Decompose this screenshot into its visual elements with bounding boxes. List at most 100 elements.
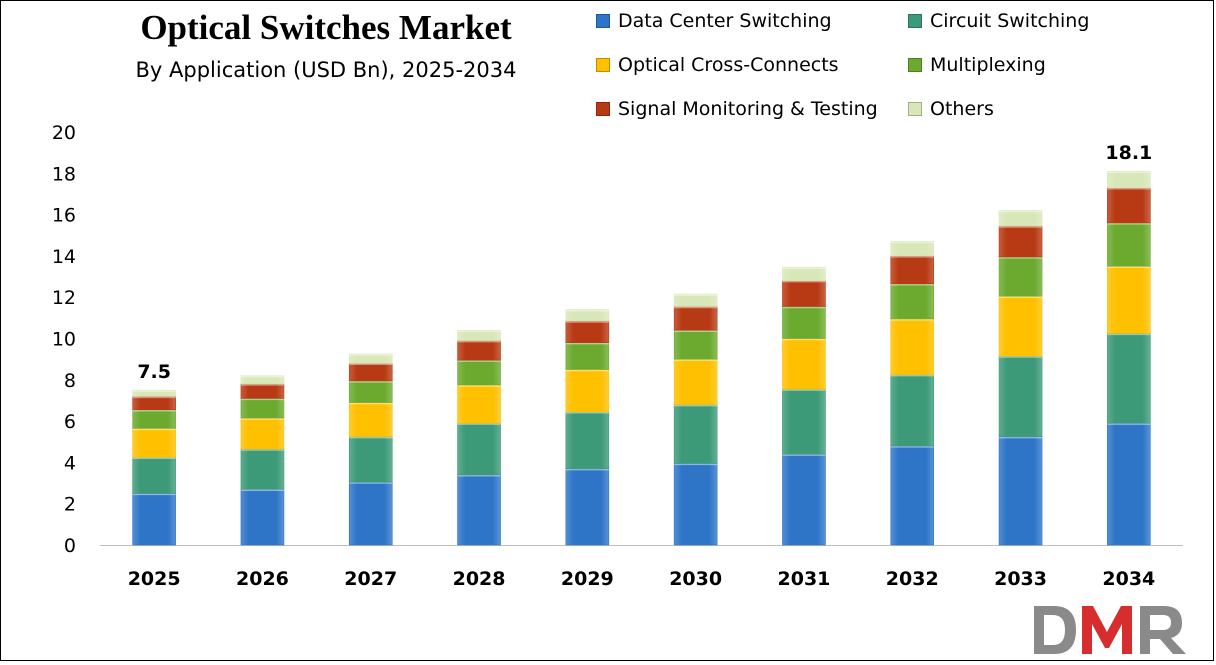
bar-segment (1107, 265, 1151, 334)
bar-segment (1107, 187, 1151, 224)
y-tick-label: 14 (52, 246, 76, 268)
x-tick-label: 2033 (994, 568, 1047, 590)
bar-segment (782, 338, 826, 390)
y-tick-label: 20 (52, 122, 76, 144)
bar-segment (673, 306, 718, 331)
bar-segment (348, 353, 393, 364)
y-tick-label: 4 (64, 452, 76, 474)
legend-swatch (908, 14, 922, 28)
y-tick-label: 6 (64, 411, 76, 433)
bar-segment (782, 388, 826, 455)
bar-segment (890, 374, 935, 447)
bar-segment (565, 309, 610, 322)
bar-segment (348, 362, 393, 382)
bar-segment (673, 358, 718, 405)
bar-segment (348, 380, 393, 403)
data-label-total: 18.1 (1105, 142, 1152, 164)
legend-item: Others (908, 98, 994, 120)
bar-segment (457, 340, 501, 361)
bar-segment (565, 411, 610, 469)
x-tick-label: 2031 (778, 568, 831, 590)
bar-segment (132, 493, 176, 546)
bar-segment (890, 255, 935, 285)
y-tick-label: 0 (64, 535, 76, 557)
bar-segment (457, 422, 501, 476)
legend-item: Signal Monitoring & Testing (596, 98, 878, 120)
data-label-total: 7.5 (137, 361, 171, 383)
x-tick-label: 2027 (344, 568, 397, 590)
bar-segment (565, 320, 610, 343)
legend-swatch (908, 102, 922, 116)
bar-segment (1107, 333, 1151, 424)
y-tick-label: 12 (52, 287, 76, 309)
y-tick-label: 16 (52, 205, 76, 227)
bar-segment (240, 375, 285, 385)
bar-segment (998, 436, 1043, 546)
legend-swatch (596, 58, 610, 72)
legend-item: Circuit Switching (908, 10, 1089, 32)
legend-label: Optical Cross-Connects (618, 54, 839, 76)
bar-segment (348, 481, 393, 546)
y-tick-label: 2 (64, 494, 76, 516)
bar-segment (457, 359, 501, 386)
legend-swatch (596, 14, 610, 28)
legend-item: Multiplexing (908, 54, 1046, 76)
bar-segment (132, 456, 176, 494)
y-tick-label: 8 (64, 370, 76, 392)
bar-segment (782, 306, 826, 339)
bar-segment (240, 448, 285, 490)
x-tick-label: 2025 (128, 568, 181, 590)
bar-segment (782, 280, 826, 307)
bar-segment (240, 383, 285, 399)
bar-segment (1107, 422, 1151, 546)
x-tick-label: 2032 (886, 568, 939, 590)
bar-segment (348, 436, 393, 483)
legend-label: Circuit Switching (930, 10, 1090, 32)
legend-item: Optical Cross-Connects (596, 54, 839, 76)
legend-swatch (596, 102, 610, 116)
chart-title: Optical Switches Market (140, 8, 512, 47)
bar-segment (998, 355, 1043, 437)
legend-label: Multiplexing (930, 54, 1046, 76)
bar-segment (890, 445, 935, 546)
legend-label: Others (930, 98, 994, 120)
bar-segment (890, 318, 935, 375)
chart-subtitle: By Application (USD Bn), 2025-2034 (135, 58, 517, 82)
legend-label: Data Center Switching (618, 10, 832, 32)
bar-segment (132, 396, 176, 411)
bar-segment (565, 342, 610, 370)
bar-segment (998, 256, 1043, 297)
bar-segment (457, 474, 501, 546)
bar-segment (890, 241, 935, 257)
dmr-logo (1030, 598, 1214, 660)
bar-segment (132, 428, 176, 458)
bar-segment (673, 329, 718, 360)
x-tick-label: 2029 (561, 568, 614, 590)
legend-item: Data Center Switching (596, 10, 832, 32)
bar-segment (565, 369, 610, 413)
bar-segment (1107, 170, 1151, 189)
x-tick-label: 2028 (453, 568, 506, 590)
bar-segment (998, 225, 1043, 258)
chart-legend: Data Center Switching Circuit Switching Op… (596, 10, 1156, 130)
bar-segment (457, 329, 501, 341)
legend-label: Signal Monitoring & Testing (618, 98, 878, 120)
x-tick-label: 2030 (669, 568, 722, 590)
bar-segment (673, 293, 718, 307)
bar-segment (132, 409, 176, 429)
bar-segment (673, 404, 718, 464)
bar-segment (348, 402, 393, 437)
legend-swatch (908, 58, 922, 72)
y-tick-label: 10 (52, 329, 76, 351)
bar-segment (132, 389, 176, 397)
bar-segment (998, 210, 1043, 227)
y-tick-label: 18 (52, 163, 76, 185)
bar-segment (240, 488, 285, 546)
x-tick-label: 2026 (236, 568, 289, 590)
bar-segment (890, 283, 935, 320)
bar-segment (457, 384, 501, 424)
x-tick-label: 2034 (1102, 568, 1155, 590)
bar-segment (998, 295, 1043, 357)
